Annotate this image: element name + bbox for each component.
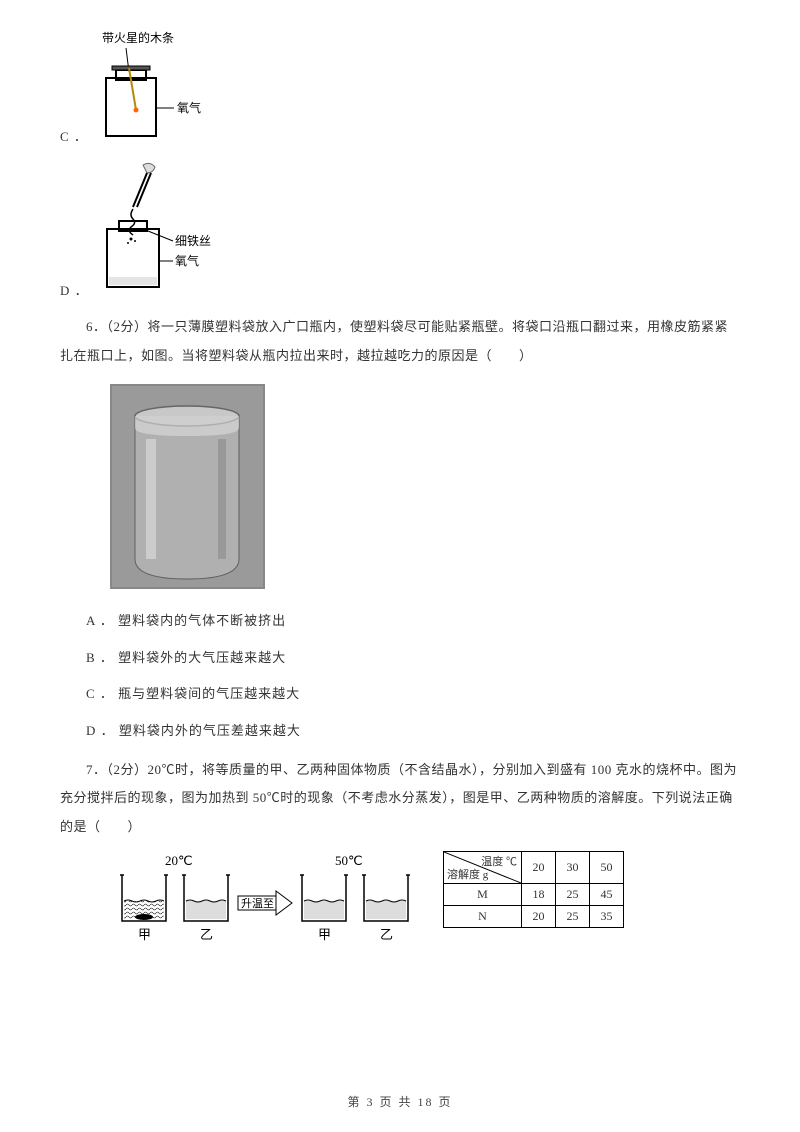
q6-option-c: C ． 瓶与塑料袋间的气压越来越大 bbox=[60, 680, 740, 709]
label-oxygen-c: 氧气 bbox=[177, 100, 201, 115]
svg-text:升温至: 升温至 bbox=[241, 897, 274, 910]
table-cell: 20 bbox=[522, 906, 556, 928]
svg-text:甲: 甲 bbox=[318, 927, 331, 942]
diagram-d-block: D ． 细铁丝 氧气 bbox=[60, 159, 740, 303]
table-row: N 20 25 35 bbox=[444, 906, 624, 928]
label-oxygen-d: 氧气 bbox=[175, 253, 199, 268]
diagram-c-block: C ． 带火星的木条 氧气 bbox=[60, 30, 740, 149]
question-7-text: 7．（2分）20℃时，将等质量的甲、乙两种固体物质（不含结晶水），分别加入到盛有… bbox=[60, 756, 740, 842]
page-footer: 第 3 页 共 18 页 bbox=[0, 1093, 800, 1110]
hdr-unit: ℃ bbox=[506, 856, 517, 868]
q6-option-d: D ． 塑料袋内外的气压差越来越大 bbox=[60, 717, 740, 746]
table-cell: 25 bbox=[556, 906, 590, 928]
table-cell: 20 bbox=[522, 852, 556, 884]
table-cell: 35 bbox=[590, 906, 624, 928]
table-row: 温度 ℃ 溶解度 g 20 30 50 bbox=[444, 852, 624, 884]
label-wire: 细铁丝 bbox=[175, 234, 211, 248]
table-cell: 45 bbox=[590, 884, 624, 906]
solubility-row: 20℃ 甲 乙 升温至 50℃ 甲 bbox=[110, 851, 740, 946]
table-cell: 50 bbox=[590, 852, 624, 884]
svg-text:50℃: 50℃ bbox=[335, 853, 363, 868]
svg-text:20℃: 20℃ bbox=[165, 853, 193, 868]
label-splint: 带火星的木条 bbox=[102, 30, 174, 45]
table-header-diagonal: 温度 ℃ 溶解度 g bbox=[444, 852, 522, 884]
table-cell: 30 bbox=[556, 852, 590, 884]
question-6-text: 6．（2分）将一只薄膜塑料袋放入广口瓶内，使塑料袋尽可能贴紧瓶壁。将袋口沿瓶口翻… bbox=[60, 313, 740, 370]
option-d-marker: D ． bbox=[60, 280, 95, 303]
q6-option-b: B ． 塑料袋外的大气压越来越大 bbox=[60, 644, 740, 673]
diagram-c-svg: 带火星的木条 氧气 bbox=[94, 30, 224, 149]
svg-text:甲: 甲 bbox=[138, 927, 151, 942]
svg-text:乙: 乙 bbox=[200, 927, 213, 942]
option-c-marker: C ． bbox=[60, 126, 94, 149]
svg-text:乙: 乙 bbox=[380, 927, 393, 942]
table-cell: N bbox=[444, 906, 522, 928]
table-cell: 25 bbox=[556, 884, 590, 906]
table-row: M 18 25 45 bbox=[444, 884, 624, 906]
diagram-d-svg: 细铁丝 氧气 bbox=[95, 159, 235, 303]
q6-option-a: A ． 塑料袋内的气体不断被挤出 bbox=[60, 607, 740, 636]
table-cell: 18 bbox=[522, 884, 556, 906]
hdr-sol: 溶解度 g bbox=[447, 866, 488, 882]
solubility-table: 温度 ℃ 溶解度 g 20 30 50 M 18 25 45 N 20 25 3… bbox=[443, 851, 624, 928]
jar-photo bbox=[110, 384, 740, 593]
table-cell: M bbox=[444, 884, 522, 906]
beakers-diagram: 20℃ 甲 乙 升温至 50℃ 甲 bbox=[110, 851, 425, 946]
